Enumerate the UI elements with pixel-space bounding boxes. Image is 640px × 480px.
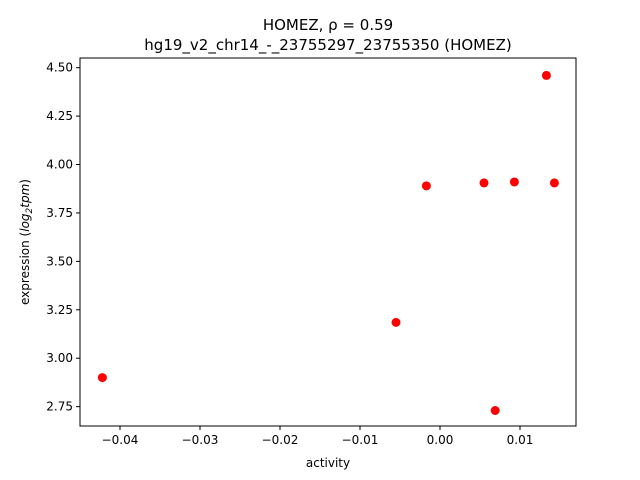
y-axis-label-log: log (18, 213, 32, 232)
data-points (97, 70, 559, 416)
data-point (479, 178, 489, 188)
y-tick-label: 3.00 (46, 351, 73, 365)
data-point (541, 70, 551, 80)
x-tick-label: −0.01 (342, 433, 379, 447)
y-tick-label: 3.75 (46, 206, 73, 220)
plot-area-frame (79, 57, 577, 427)
y-tick-label: 3.25 (46, 303, 73, 317)
data-point (549, 178, 559, 188)
data-point (509, 177, 519, 187)
y-axis-label-suffix: ) (18, 179, 32, 184)
y-axis-label-subscript: 2 (25, 207, 35, 213)
x-tick-label: 0.00 (427, 433, 454, 447)
data-point (421, 181, 431, 191)
data-point (490, 406, 500, 416)
y-tick-label: 2.75 (46, 400, 73, 414)
data-point (391, 317, 401, 327)
chart-subtitle: hg19_v2_chr14_-_23755297_23755350 (HOMEZ… (144, 36, 511, 55)
y-axis: 2.75 3.00 3.25 3.50 3.75 4.00 4.25 4.50 (46, 61, 80, 414)
y-tick-label: 4.25 (46, 109, 73, 123)
x-tick-label: −0.03 (182, 433, 219, 447)
y-tick-label: 3.50 (46, 254, 73, 268)
data-point (97, 373, 107, 383)
x-tick-label: 0.01 (507, 433, 534, 447)
x-axis: −0.04 −0.03 −0.02 −0.01 0.00 0.01 (102, 426, 534, 447)
x-axis-label: activity (306, 456, 350, 470)
y-axis-label-prefix: expression ( (18, 232, 32, 305)
y-tick-label: 4.00 (46, 158, 73, 172)
x-tick-label: −0.02 (262, 433, 299, 447)
y-axis-label: expression (log2tpm) (18, 179, 35, 305)
x-tick-label: −0.04 (102, 433, 139, 447)
y-tick-label: 4.50 (46, 61, 73, 75)
y-axis-label-tpm: tpm (18, 184, 32, 208)
chart-title: HOMEZ, ρ = 0.59 (263, 16, 393, 34)
